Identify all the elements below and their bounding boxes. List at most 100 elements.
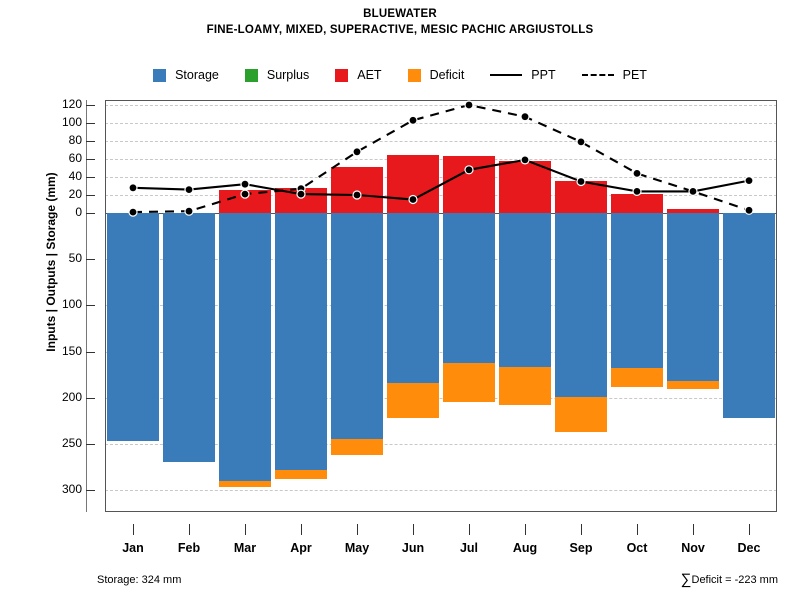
legend-item-aet[interactable]: AET bbox=[335, 68, 382, 82]
chart-legend: Storage Surplus AET Deficit PPT PET bbox=[0, 68, 800, 82]
y-axis-tick-label: 100 bbox=[61, 115, 82, 129]
y-axis-tick bbox=[86, 177, 95, 178]
x-axis-label-nov: Nov bbox=[681, 541, 705, 555]
gridline bbox=[105, 443, 777, 445]
x-axis-tick bbox=[413, 524, 414, 535]
bar-segment-deficit bbox=[611, 368, 663, 388]
bar-dec[interactable] bbox=[723, 100, 775, 512]
legend-swatch-surplus-icon bbox=[244, 68, 258, 82]
bar-segment-aet bbox=[611, 194, 663, 213]
y-axis-tick bbox=[86, 195, 95, 196]
x-axis-tick bbox=[245, 524, 246, 535]
bar-segment-deficit bbox=[667, 381, 719, 390]
bar-oct[interactable] bbox=[611, 100, 663, 512]
legend-item-ppt[interactable]: PPT bbox=[490, 68, 556, 82]
bar-apr[interactable] bbox=[275, 100, 327, 512]
legend-label: Surplus bbox=[266, 68, 310, 82]
x-axis-label-oct: Oct bbox=[626, 541, 648, 555]
gridline bbox=[105, 490, 777, 491]
legend-label: PET bbox=[622, 68, 647, 82]
legend-swatch-deficit-icon bbox=[407, 68, 421, 82]
y-axis-tick bbox=[86, 490, 95, 491]
y-axis-tick-label: 40 bbox=[68, 169, 82, 183]
bar-segment-aet bbox=[331, 167, 383, 213]
bar-segment-storage bbox=[219, 213, 271, 481]
x-axis-label-aug: Aug bbox=[512, 541, 538, 555]
legend-swatch-aet-icon bbox=[335, 68, 349, 82]
y-axis-tick-label: 60 bbox=[68, 151, 82, 165]
x-axis-tick bbox=[301, 524, 302, 535]
bar-segment-deficit bbox=[499, 367, 551, 406]
x-axis-tick bbox=[133, 524, 134, 535]
chart-title-line2: FINE-LOAMY, MIXED, SUPERACTIVE, MESIC PA… bbox=[206, 24, 594, 36]
x-axis-tick bbox=[637, 524, 638, 535]
bar-feb[interactable] bbox=[163, 100, 215, 512]
footer-storage: Storage: 324 mm bbox=[97, 574, 182, 586]
x-axis-label-feb: Feb bbox=[177, 541, 201, 555]
bar-segment-aet bbox=[443, 156, 495, 213]
y-axis-tick-label: 100 bbox=[61, 297, 82, 312]
bar-segment-storage bbox=[611, 213, 663, 369]
bar-jul[interactable] bbox=[443, 100, 495, 512]
bar-segment-deficit bbox=[331, 439, 383, 455]
bar-segment-storage bbox=[331, 213, 383, 440]
gridline bbox=[105, 259, 777, 261]
legend-item-deficit[interactable]: Deficit bbox=[407, 68, 465, 82]
y-axis-tick bbox=[86, 351, 95, 353]
y-axis-tick-label: 0 bbox=[75, 205, 82, 219]
y-axis-tick-label: 250 bbox=[61, 435, 82, 450]
y-axis-tick bbox=[86, 443, 95, 445]
chart-title-line1: BLUEWATER bbox=[363, 8, 437, 20]
bar-segment-storage bbox=[499, 213, 551, 368]
legend-item-pet[interactable]: PET bbox=[581, 68, 647, 82]
bar-segment-aet bbox=[387, 155, 439, 213]
y-axis-tick bbox=[86, 305, 95, 307]
bar-segment-storage bbox=[723, 213, 775, 418]
bar-segment-storage bbox=[667, 213, 719, 382]
x-axis-tick bbox=[357, 524, 358, 535]
bar-sep[interactable] bbox=[555, 100, 607, 512]
bar-nov[interactable] bbox=[667, 100, 719, 512]
x-axis-tick bbox=[693, 524, 694, 535]
legend-item-surplus[interactable]: Surplus bbox=[244, 68, 310, 82]
bar-segment-aet bbox=[555, 180, 607, 213]
legend-swatch-storage-icon bbox=[153, 68, 167, 82]
zero-axis-line bbox=[105, 213, 777, 214]
x-axis-label-dec: Dec bbox=[737, 541, 761, 555]
legend-item-storage[interactable]: Storage bbox=[153, 68, 219, 82]
x-axis-label-jun: Jun bbox=[401, 541, 425, 555]
legend-dashed-line-icon bbox=[581, 74, 614, 76]
y-axis-tick-label: 120 bbox=[61, 97, 82, 111]
plot-area bbox=[105, 100, 777, 512]
legend-label: Deficit bbox=[429, 68, 465, 82]
x-axis-label-may: May bbox=[344, 541, 370, 555]
y-axis-tick bbox=[86, 259, 95, 261]
x-axis-label-jan: Jan bbox=[122, 541, 144, 555]
y-axis-tick bbox=[86, 123, 95, 124]
bar-may[interactable] bbox=[331, 100, 383, 512]
y-axis-tick-label: 200 bbox=[61, 389, 82, 404]
bar-mar[interactable] bbox=[219, 100, 271, 512]
legend-label: Storage bbox=[175, 68, 219, 82]
bar-segment-aet bbox=[499, 160, 551, 213]
legend-label: PPT bbox=[531, 68, 556, 82]
bar-segment-storage bbox=[107, 213, 159, 442]
bar-aug[interactable] bbox=[499, 100, 551, 512]
gridline bbox=[105, 351, 777, 353]
y-axis-tick bbox=[86, 159, 95, 160]
bar-segment-deficit bbox=[387, 382, 439, 418]
y-axis-tick-label: 80 bbox=[68, 133, 82, 147]
bar-segment-storage bbox=[163, 213, 215, 463]
x-axis-tick bbox=[189, 524, 190, 535]
bar-jan[interactable] bbox=[107, 100, 159, 512]
bar-jun[interactable] bbox=[387, 100, 439, 512]
x-axis-tick bbox=[749, 524, 750, 535]
gridline bbox=[105, 305, 777, 307]
bar-segment-storage bbox=[443, 213, 495, 363]
bar-segment-storage bbox=[275, 213, 327, 470]
bar-segment-deficit bbox=[275, 469, 327, 479]
x-axis-tick bbox=[525, 524, 526, 535]
y-axis-tick-label: 20 bbox=[68, 187, 82, 201]
footer-deficit: ∑Deficit = -223 mm bbox=[681, 571, 778, 588]
